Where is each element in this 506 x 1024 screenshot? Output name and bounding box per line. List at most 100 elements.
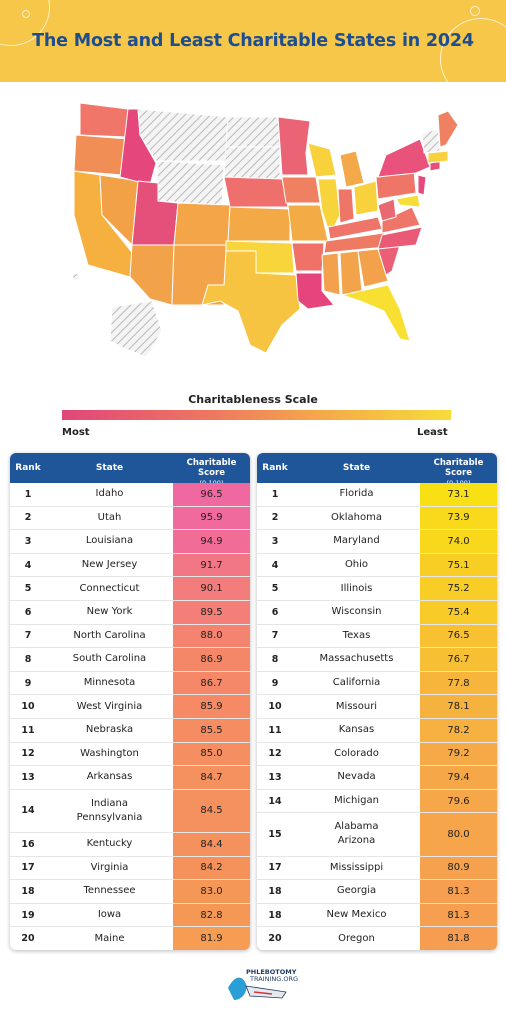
state-cell: New Mexico [326,909,387,921]
map-state-north-carolina [377,226,423,250]
table-row: 9 California 77.8 [257,671,497,696]
score-cell: 80.0 [420,813,497,856]
table-header: Rank State Charitable Score (0-100) [257,453,497,487]
state-cell: Maryland [333,535,380,547]
rank-cell: 10 [21,701,35,713]
score-cell: 78.2 [420,719,497,742]
state-cell: Texas [342,629,371,641]
map-state-colorado [173,202,231,246]
column-header-score-label: Charitable Score [186,458,237,478]
table-row: 12 Colorado 79.2 [257,742,497,767]
score-cell: 75.1 [420,553,497,577]
table-row: 18 Tennessee 83.0 [10,880,250,904]
table-row: 16 Kentucky 84.4 [10,833,250,857]
map-state-alaska [109,300,163,358]
score-cell: 84.4 [173,833,250,856]
table-row: 8 South Carolina 86.9 [10,648,250,672]
map-state-ohio [353,180,379,216]
rank-cell: 3 [24,535,32,547]
table-row: 14 Michigan 79.6 [257,789,497,814]
table-row: 17 Mississippi 80.9 [257,856,497,881]
rank-cell: 9 [271,677,279,689]
decor-circle [470,6,480,16]
table-row: 13 Arkansas 84.7 [10,766,250,790]
score-cell: 84.5 [173,789,250,832]
score-cell: 90.1 [173,577,250,600]
table-row: 3 Maryland 74.0 [257,530,497,554]
state-cell: Iowa [97,909,122,921]
column-header-score-label: Charitable Score [433,458,484,478]
table-row: 12 Washington 85.0 [10,742,250,767]
rank-cell: 4 [24,559,32,571]
map-state-montana [137,108,229,162]
map-state-hawaii [71,272,81,282]
most-charitable-table: Rank State Charitable Score (0-100) 1 Ida… [10,453,250,950]
state-cell: Nevada [337,771,376,783]
map-state-arkansas [291,242,325,272]
map-state-arizona [129,244,175,306]
rank-cell: 4 [271,559,279,571]
score-cell: 75.2 [420,577,497,600]
decor-circle [440,18,506,82]
state-cell: California [332,677,381,689]
header-banner: The Most and Least Charitable States in … [0,0,506,82]
score-cell: 79.4 [420,766,497,789]
map-state-maryland [395,194,421,208]
state-cell: Utah [97,511,122,523]
table-row: 11 Nebraska 85.5 [10,719,250,743]
table-row: 17 Virginia 84.2 [10,856,250,881]
state-cell: Nebraska [85,724,134,736]
rank-cell: 12 [21,748,35,760]
score-cell: 84.2 [173,856,250,880]
table-header: Rank State Charitable Score (0-100) [10,453,250,487]
map-state-wisconsin [307,142,337,178]
score-cell: 81.3 [420,880,497,903]
state-cell: Washington [80,747,139,759]
table-row: 1 Florida 73.1 [257,483,497,507]
rank-cell: 5 [271,583,279,595]
rank-cell: 5 [24,583,32,595]
score-cell: 94.9 [173,530,250,553]
table-row: 18 New Mexico 81.3 [257,903,497,928]
state-cell: Idaho [95,488,124,500]
score-cell: 85.0 [173,742,250,766]
table-row: 8 Massachusetts 76.7 [257,648,497,672]
map-state-north-dakota [225,116,281,148]
column-header-state: State [95,463,124,473]
rank-cell: 11 [21,724,35,736]
rank-cell: 7 [24,630,32,642]
logo-line-1: PHLEBOTOMY [246,968,297,976]
state-cell: Wisconsin [331,606,382,618]
score-cell: 88.0 [173,624,250,648]
score-cell: 84.7 [173,766,250,789]
table-row: 4 Ohio 75.1 [257,553,497,578]
phlebotomy-logo-icon [228,977,287,1000]
state-cell: Michigan [334,795,379,807]
state-cell: Maine [94,932,125,944]
map-state-vermont-nh [421,128,441,154]
state-cell: Alabama Arizona [334,821,379,847]
map-state-nebraska [223,176,289,208]
score-cell: 77.8 [420,671,497,695]
score-cell: 74.0 [420,530,497,553]
rank-cell: 3 [271,535,279,547]
score-cell: 82.8 [173,903,250,927]
map-state-maine [437,110,459,148]
state-cell: New Jersey [81,559,138,571]
rank-cell: 10 [268,701,282,713]
rank-cell: 11 [268,724,282,736]
rank-cell: 20 [21,933,35,945]
state-cell: New York [86,606,133,618]
map-state-mississippi [321,252,341,296]
state-cell: Arkansas [86,771,133,783]
state-cell: Oklahoma [331,511,382,523]
state-cell: Ohio [344,559,369,571]
table-row: 5 Illinois 75.2 [257,577,497,601]
rank-cell: 13 [268,771,282,783]
score-cell: 83.0 [173,880,250,903]
state-cell: Missouri [335,700,378,712]
table-row: 10 West Virginia 85.9 [10,695,250,719]
table-row: 20 Oregon 81.8 [257,927,497,950]
score-cell: 81.3 [420,903,497,927]
score-cell: 76.7 [420,648,497,671]
